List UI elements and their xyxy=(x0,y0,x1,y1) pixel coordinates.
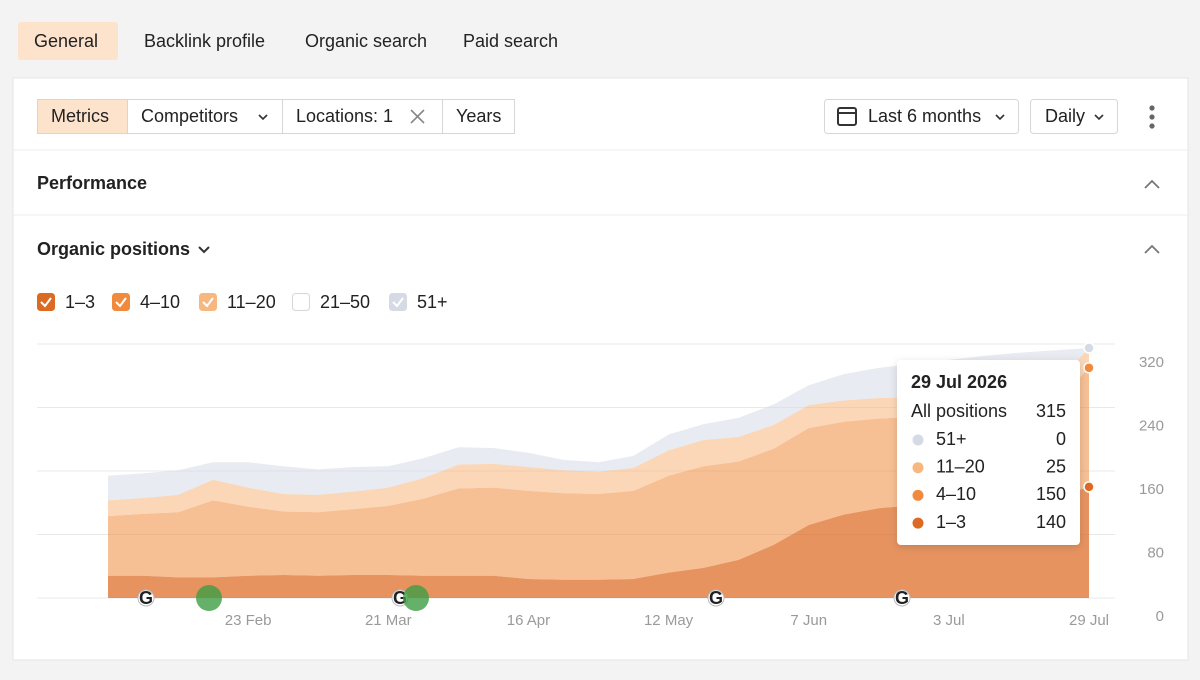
tooltip-value: 140 xyxy=(1036,512,1066,532)
kebab-menu[interactable] xyxy=(1149,105,1155,129)
y-tick-label: 80 xyxy=(1147,544,1164,561)
tooltip-value: 150 xyxy=(1036,484,1066,504)
section-title[interactable]: Organic positions xyxy=(37,239,190,259)
check-mark xyxy=(115,297,127,308)
tooltip-total: 315 xyxy=(1036,401,1066,421)
check-mark xyxy=(40,297,52,308)
tooltip-value: 25 xyxy=(1046,456,1066,476)
tooltip-dot xyxy=(912,517,924,529)
legend-checkbox[interactable] xyxy=(199,293,217,311)
legend-checkbox[interactable] xyxy=(37,293,55,311)
hover-dot xyxy=(1083,342,1095,354)
clear-icon[interactable] xyxy=(410,109,425,124)
highlight-marker[interactable] xyxy=(196,585,222,611)
x-tick-label: 3 Jul xyxy=(933,612,965,629)
y-tick-label: 320 xyxy=(1139,354,1164,371)
x-tick-label: 23 Feb xyxy=(225,612,272,629)
toolbar-button-label: Metrics xyxy=(51,106,109,126)
tab[interactable]: General xyxy=(34,31,98,51)
tooltip-series: 51+ xyxy=(936,429,967,449)
y-tick-label: 160 xyxy=(1139,481,1164,498)
granularity: Daily xyxy=(1045,106,1085,126)
toolbar-button-label: Locations: 1 xyxy=(296,106,393,126)
tooltip-series: 4–10 xyxy=(936,484,976,504)
tab-active-bg xyxy=(18,22,118,60)
collapse-icon[interactable] xyxy=(1144,179,1160,189)
y-tick-label: 240 xyxy=(1139,417,1164,434)
highlight-marker[interactable] xyxy=(403,585,429,611)
x-tick-label: 7 Jun xyxy=(790,612,827,629)
tab[interactable]: Organic search xyxy=(305,31,427,51)
x-tick-label: 29 Jul xyxy=(1069,612,1109,629)
chevron-down xyxy=(198,246,210,254)
update-marker[interactable] xyxy=(137,589,155,607)
date-range: Last 6 months xyxy=(868,106,981,126)
tooltip-dot xyxy=(912,434,924,446)
check-mark xyxy=(392,297,404,308)
toolbar-button[interactable] xyxy=(442,99,515,134)
section-title: Performance xyxy=(37,173,147,193)
update-marker[interactable] xyxy=(893,589,911,607)
legend-label: 4–10 xyxy=(140,292,180,312)
chevron-down xyxy=(995,114,1005,121)
tooltip-value: 0 xyxy=(1056,429,1066,449)
hover-dot xyxy=(1083,362,1095,374)
legend-checkbox[interactable] xyxy=(292,293,310,311)
legend-label: 11–20 xyxy=(227,292,276,312)
check-mark xyxy=(202,297,214,308)
update-marker-label: G xyxy=(895,588,909,608)
tab[interactable]: Backlink profile xyxy=(144,31,265,51)
calendar-icon xyxy=(837,107,857,126)
tooltip-dot xyxy=(912,489,924,501)
area xyxy=(108,347,1089,517)
chevron-down xyxy=(1094,114,1104,121)
collapse-icon[interactable] xyxy=(1144,244,1160,254)
legend-checkbox[interactable] xyxy=(112,293,130,311)
update-marker[interactable] xyxy=(707,589,725,607)
legend-label: 21–50 xyxy=(320,292,370,312)
update-marker-label: G xyxy=(709,588,723,608)
tooltip-series: 11–20 xyxy=(936,456,985,476)
chevron-down xyxy=(258,114,268,121)
date-range-button[interactable] xyxy=(824,99,1019,134)
legend-checkbox[interactable] xyxy=(389,293,407,311)
legend-label: 1–3 xyxy=(65,292,95,312)
legend-label: 51+ xyxy=(417,292,448,312)
tooltip-total-label: All positions xyxy=(911,401,1007,421)
tab[interactable]: Paid search xyxy=(463,31,558,51)
tooltip-series: 1–3 xyxy=(936,512,966,532)
toolbar-button-label: Competitors xyxy=(141,106,238,126)
toolbar-button-label: Years xyxy=(456,106,501,126)
area xyxy=(108,347,1089,501)
granularity-button[interactable] xyxy=(1030,99,1118,134)
x-tick-label: 16 Apr xyxy=(507,612,550,629)
x-tick-label: 12 May xyxy=(644,612,694,629)
update-marker-label: G xyxy=(139,588,153,608)
tooltip xyxy=(897,360,1080,545)
area xyxy=(108,367,1089,580)
update-marker-label: G xyxy=(393,588,407,608)
tooltip-date: 29 Jul 2026 xyxy=(911,372,1007,392)
tooltip-dot xyxy=(912,462,924,474)
x-tick-label: 21 Mar xyxy=(365,612,412,629)
hover-dot xyxy=(1083,481,1095,493)
y-tick-label: 0 xyxy=(1156,608,1164,625)
toolbar-button[interactable] xyxy=(127,99,283,134)
